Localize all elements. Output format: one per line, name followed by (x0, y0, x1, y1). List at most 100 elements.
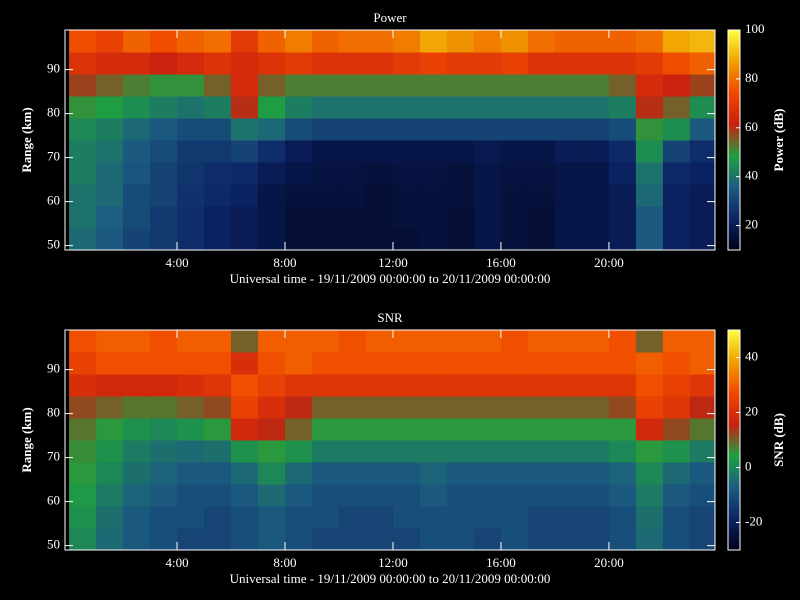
heatmap-cell (365, 418, 394, 441)
heatmap-cell (204, 528, 232, 550)
heatmap-cell (177, 30, 205, 53)
heatmap-cell (500, 374, 529, 397)
heatmap-cell (662, 140, 691, 163)
heatmap-cell (258, 462, 286, 485)
heatmap-cell (662, 440, 691, 463)
heatmap-cell (123, 140, 151, 163)
heatmap-cell (419, 228, 448, 250)
y-axis-label: Range (km) (19, 107, 34, 172)
x-tick-label: 16:00 (486, 255, 516, 270)
heatmap-cell (177, 506, 205, 529)
heatmap-cell (689, 162, 715, 185)
heatmap-cell (258, 184, 286, 207)
heatmap-cell (123, 506, 151, 529)
heatmap-cell (311, 118, 340, 141)
heatmap-cell (338, 30, 367, 53)
heatmap-cell (284, 374, 313, 397)
heatmap-cell (419, 206, 448, 229)
heatmap-cell (231, 528, 259, 550)
heatmap-cell (446, 30, 475, 53)
heatmap-cell (338, 184, 367, 207)
heatmap-cell (635, 418, 664, 441)
heatmap-cell (311, 462, 340, 485)
heatmap-cell (662, 52, 691, 75)
heatmap-cell (527, 140, 556, 163)
heatmap-cell (177, 440, 205, 463)
heatmap-cell (69, 52, 97, 75)
heatmap-cell (392, 330, 421, 353)
heatmap-cell (608, 162, 637, 185)
heatmap-cell (446, 118, 475, 141)
heatmap-cell (311, 74, 340, 97)
heatmap-cell (231, 352, 259, 375)
heatmap-cell (392, 30, 421, 53)
heatmap-cell (231, 206, 259, 229)
heatmap-cell (69, 228, 97, 250)
heatmap-cell (473, 506, 502, 529)
heatmap-cell (581, 74, 610, 97)
heatmap-cell (123, 74, 151, 97)
heatmap-cell (473, 352, 502, 375)
heatmap-cell (689, 440, 715, 463)
heatmap-cell (635, 506, 664, 529)
heatmap-cell (69, 440, 97, 463)
heatmap-cell (554, 462, 583, 485)
heatmap-cell (635, 462, 664, 485)
heatmap-cell (635, 52, 664, 75)
heatmap-cell (446, 462, 475, 485)
heatmap-cell (338, 206, 367, 229)
heatmap-cell (96, 484, 124, 507)
heatmap-cell (608, 440, 637, 463)
heatmap-cell (338, 396, 367, 419)
heatmap-cell (419, 506, 448, 529)
heatmap-cell (689, 52, 715, 75)
heatmap-cell (231, 96, 259, 119)
heatmap-cell (689, 484, 715, 507)
heatmap-cell (500, 184, 529, 207)
heatmap-cell (635, 184, 664, 207)
heatmap-cell (338, 330, 367, 353)
heatmap-cell (365, 506, 394, 529)
heatmap-cell (365, 484, 394, 507)
heatmap-cell (662, 352, 691, 375)
heatmap-cell (689, 228, 715, 250)
heatmap-cell (392, 118, 421, 141)
heatmap-cell (69, 330, 97, 353)
heatmap-cell (446, 184, 475, 207)
heatmap-cell (473, 206, 502, 229)
heatmap-cell (635, 440, 664, 463)
heatmap-cell (150, 352, 178, 375)
heatmap-cell (608, 74, 637, 97)
heatmap-cell (500, 330, 529, 353)
heatmap-cell (608, 506, 637, 529)
heatmap-cell (446, 162, 475, 185)
heatmap-cell (392, 396, 421, 419)
heatmap-cell (284, 506, 313, 529)
heatmap-cell (689, 184, 715, 207)
heatmap-cell (69, 140, 97, 163)
heatmap-cell (608, 374, 637, 397)
heatmap-cell (150, 30, 178, 53)
heatmap-cell (338, 140, 367, 163)
heatmap-cell (554, 440, 583, 463)
heatmap-cell (150, 462, 178, 485)
heatmap-cell (662, 506, 691, 529)
heatmap-cell (311, 96, 340, 119)
heatmap-cell (284, 74, 313, 97)
heatmap-cell (258, 96, 286, 119)
heatmap-cell (96, 206, 124, 229)
heatmap-cell (231, 30, 259, 53)
heatmap-cell (258, 396, 286, 419)
y-axis-label: Range (km) (19, 407, 34, 472)
heatmap-cell (338, 52, 367, 75)
heatmap-cell (419, 396, 448, 419)
heatmap-cell (365, 374, 394, 397)
heatmap-cell (608, 418, 637, 441)
heatmap-cell (473, 162, 502, 185)
heatmap-cell (446, 206, 475, 229)
heatmap-cell (123, 462, 151, 485)
heatmap-cell (338, 440, 367, 463)
heatmap-cell (446, 484, 475, 507)
heatmap-cell (608, 228, 637, 250)
heatmap-cell (284, 440, 313, 463)
